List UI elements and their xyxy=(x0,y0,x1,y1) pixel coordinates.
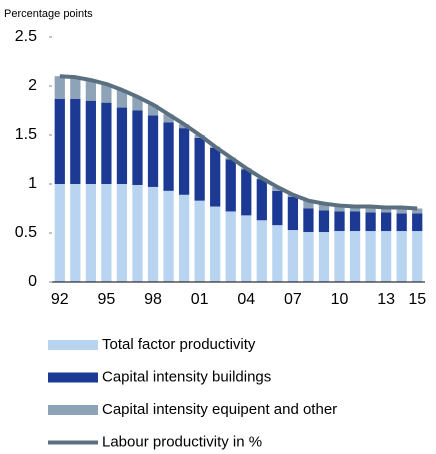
bar-segment xyxy=(210,206,221,282)
bar-segment xyxy=(334,231,345,282)
bar-segment xyxy=(412,213,423,232)
bar-segment xyxy=(194,200,205,282)
bar-segment xyxy=(225,159,236,212)
legend-label: Labour productivity in % xyxy=(102,433,262,450)
bar-segment xyxy=(194,137,205,201)
bar-segment xyxy=(116,89,128,108)
bar-segment xyxy=(85,100,96,184)
bar-segment xyxy=(287,230,299,282)
bar-segment xyxy=(381,212,392,232)
bar-segment xyxy=(396,207,407,214)
x-tick-label: 92 xyxy=(51,291,69,308)
y-tick-label: 0 xyxy=(28,273,37,290)
line xyxy=(59,74,418,211)
bar-segment xyxy=(54,98,65,184)
bar-segment xyxy=(101,184,112,282)
bar-segment xyxy=(85,184,96,282)
bar-segment xyxy=(381,231,392,282)
bar-segment xyxy=(303,208,314,233)
bar-segment xyxy=(349,231,361,282)
legend-swatch xyxy=(48,405,98,415)
y-tick-label: 1 xyxy=(28,175,37,192)
bar-segment xyxy=(210,147,221,207)
bar-segment xyxy=(396,213,407,232)
y-tick-label: 0.5 xyxy=(15,224,37,241)
x-tick-label: 07 xyxy=(284,291,302,308)
bar-segment xyxy=(334,205,345,212)
bar-segment xyxy=(70,77,81,99)
bar-segment xyxy=(163,114,174,123)
bar-segment xyxy=(318,203,330,211)
bar-segment xyxy=(349,211,361,232)
x-tick-label: 04 xyxy=(237,291,255,308)
bar-segment xyxy=(272,190,283,226)
bar-segment xyxy=(101,84,112,103)
bar-segment xyxy=(318,232,330,282)
bar-segment xyxy=(178,194,190,282)
bar-segment xyxy=(54,184,65,282)
bar-segment xyxy=(163,190,174,282)
bar-segment xyxy=(101,102,112,184)
bar-segment xyxy=(365,231,376,282)
bar-segment xyxy=(147,186,159,282)
bar-segment xyxy=(241,215,252,282)
legend-swatch xyxy=(48,372,98,383)
bar-segment xyxy=(147,115,159,187)
y-axis-label: Percentage points xyxy=(4,8,93,20)
bar-segment xyxy=(85,80,96,101)
bar-segment xyxy=(412,231,423,282)
y-tick-label: 2 xyxy=(28,77,37,94)
bar-segment xyxy=(132,184,143,282)
bar-segment xyxy=(396,231,407,282)
bar-segment xyxy=(54,76,65,99)
bar-segment xyxy=(241,169,252,216)
x-tick-label: 98 xyxy=(144,291,162,308)
bar-segment xyxy=(303,232,314,282)
bar-segment xyxy=(365,212,376,232)
x-tick-label: 15 xyxy=(408,291,426,308)
legend-swatch xyxy=(48,340,98,350)
bar-segment xyxy=(147,104,159,116)
bar-segment xyxy=(272,225,283,282)
bar-segment xyxy=(287,196,299,231)
bar-segment xyxy=(349,206,361,212)
bar-segment xyxy=(365,206,376,213)
bar-segment xyxy=(163,122,174,191)
bar-segment xyxy=(225,211,236,282)
bar-segment xyxy=(70,184,81,282)
bar-segment xyxy=(70,98,81,184)
legend-label: Total factor productivity xyxy=(102,336,256,353)
bar-segment xyxy=(256,220,267,282)
legend-label: Capital intensity equipent and other xyxy=(102,401,337,418)
bar-segment xyxy=(303,200,314,209)
bar-segment xyxy=(132,110,143,185)
bar-segment xyxy=(116,184,128,282)
bar-segment xyxy=(334,211,345,232)
y-tick-label: 1.5 xyxy=(15,126,37,143)
bar-segment xyxy=(256,179,267,221)
bar-segment xyxy=(412,208,423,214)
bar-segment xyxy=(318,210,330,233)
y-tick-label: 2.5 xyxy=(15,28,37,45)
bar-segment xyxy=(116,107,128,184)
x-tick-label: 01 xyxy=(191,291,209,308)
x-tick-label: 10 xyxy=(331,291,349,308)
x-tick-label: 95 xyxy=(97,291,115,308)
x-tick-label: 13 xyxy=(377,291,395,308)
legend-label: Capital intensity buildings xyxy=(102,368,271,385)
bar-segment xyxy=(178,128,190,195)
bar-segment xyxy=(381,207,392,213)
bar-segment xyxy=(132,96,143,111)
